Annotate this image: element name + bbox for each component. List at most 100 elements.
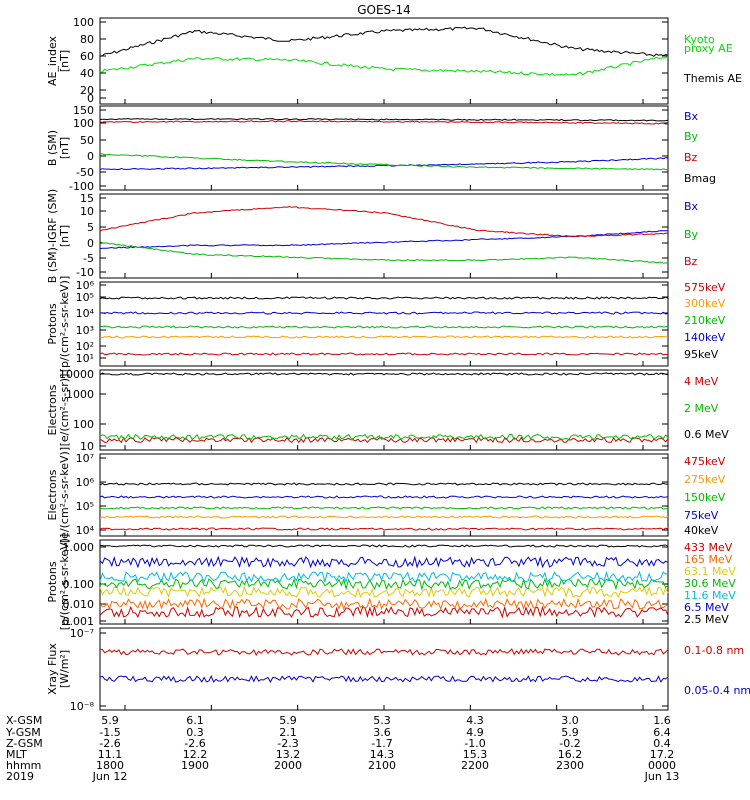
series-line-bx	[99, 230, 669, 250]
y-tick-label: 100	[73, 418, 94, 431]
y-tick-label: 10	[80, 205, 94, 218]
y-tick-label: 1000	[66, 388, 94, 401]
series-line-bz	[99, 120, 669, 125]
footer-cell: 1.6	[653, 714, 671, 727]
y-axis-label: [nT]	[58, 225, 71, 247]
y-axis-label: [e/(cm²-s-sr)]	[58, 374, 71, 447]
y-tick-label: 10	[80, 440, 94, 453]
series-line-11-6-mev	[99, 570, 669, 584]
series-line-6-5-mev	[99, 555, 669, 569]
series-line-433-mev	[99, 605, 669, 619]
y-axis-label: Xray Flux	[46, 643, 59, 695]
footer-cell: Jun 13	[644, 770, 680, 783]
series-line-kyoto-proxy-ae	[100, 55, 669, 76]
panel-electrons2: 10⁷ 10⁶ 10⁵ 10⁴ Electrons [e/(cm²-s-sr-keV)] 4…	[46, 447, 726, 543]
legend-entry: 4 MeV	[684, 375, 719, 388]
footer-cell: 1800	[96, 759, 124, 772]
footer-cell: 3.6	[373, 726, 391, 739]
footer-cell: 2000	[274, 759, 302, 772]
series-line-4-mev	[99, 436, 669, 444]
legend-entry: 30.6 MeV	[684, 577, 736, 590]
series-line-0-1-0-8-nm	[99, 648, 669, 657]
y-axis-label: [e/(cm²-s-sr-keV)]	[58, 447, 71, 543]
legend-entry: 275keV	[684, 473, 726, 486]
footer-row-label: MLT	[6, 748, 27, 761]
y-tick-label: -5	[83, 252, 94, 265]
series-line-by	[99, 241, 668, 264]
series-line-bmag	[99, 117, 669, 122]
footer-cell: 2200	[461, 759, 489, 772]
footer-row-label: hhmm	[6, 759, 41, 772]
legend-entry: Kyoto	[684, 33, 715, 46]
y-tick-label: 10⁷	[76, 452, 94, 465]
y-axis-label: Electrons	[46, 384, 59, 435]
series-line-2-mev	[99, 433, 669, 441]
footer-cell: 0.3	[186, 726, 204, 739]
y-tick-label: 15	[80, 192, 94, 205]
y-tick-label: 5	[87, 221, 94, 234]
y-tick-label: 40	[80, 67, 94, 80]
y-axis-label: B (SM)-IGRF (SM)	[46, 189, 59, 283]
legend-entry: 0.1-0.8 nm	[684, 644, 744, 657]
legend-entry: 300keV	[684, 297, 726, 310]
footer-cell: -1.5	[99, 726, 120, 739]
footer-cell: 12.2	[183, 748, 208, 761]
legend-entry: Themis AE	[683, 72, 742, 85]
series-line-bz	[99, 205, 669, 238]
y-tick-label: 0	[87, 92, 94, 105]
y-tick-label: 10⁻⁸	[70, 700, 95, 713]
footer-row-label: Z-GSM	[6, 737, 43, 750]
footer-cell: -1.0	[464, 737, 485, 750]
ephemeris-footer: X-GSMY-GSMZ-GSMMLThhmm20195.9-1.5-2.611.…	[5, 714, 679, 783]
series-line-210kev	[99, 325, 669, 329]
footer-cell: 4.9	[466, 726, 484, 739]
legend-entry: 210keV	[684, 314, 726, 327]
y-tick-label: 1.000	[63, 541, 95, 554]
footer-cell: 5.9	[101, 714, 119, 727]
footer-cell: 1900	[181, 759, 209, 772]
y-tick-label: -50	[76, 166, 94, 179]
y-tick-label: 10⁻⁷	[70, 627, 94, 640]
series-line-75kev	[99, 495, 669, 499]
footer-cell: 3.0	[561, 714, 579, 727]
y-tick-label: 20	[80, 84, 94, 97]
y-axis-label: [p/(cm²-s-sr-keV)]	[58, 534, 71, 631]
y-tick-label: 80	[80, 33, 94, 46]
y-tick-label: 150	[73, 104, 94, 117]
footer-cell: 5.9	[279, 714, 297, 727]
legend-entry: Bz	[684, 255, 698, 268]
y-tick-label: 10⁴	[76, 524, 95, 537]
series-line-475kev	[99, 527, 669, 531]
series-line-40kev	[99, 482, 669, 486]
series-line-2-5-mev	[99, 544, 669, 548]
series-line-0-05-0-4-nm	[99, 674, 669, 683]
y-tick-label: -10	[76, 266, 94, 279]
series-line-150kev	[99, 506, 669, 510]
panel-xray: 10⁻⁷ 10⁻⁸ Xray Flux [W/m²] 0.1-0.8 nm 0.05-0.…	[46, 627, 750, 713]
panel-protons2: 1.000 0.100 0.010 0.001 Protons [p/(cm²-s-sr-…	[46, 534, 736, 631]
legend-entry: 63.1 MeV	[684, 565, 736, 578]
footer-cell: 5.9	[561, 726, 579, 739]
y-axis-label: [p/(cm²-s-sr-keV)]	[58, 276, 71, 373]
footer-cell: 0000	[648, 759, 676, 772]
legend-entry: 75keV	[684, 509, 719, 522]
footer-cell: -2.6	[184, 737, 205, 750]
y-tick-label: 10⁵	[76, 291, 94, 304]
legend-entry: 11.6 MeV	[684, 589, 736, 602]
footer-cell: -2.6	[99, 737, 120, 750]
footer-cell: -2.3	[277, 737, 298, 750]
footer-cell: 2.1	[279, 726, 297, 739]
y-tick-label: 0.010	[63, 598, 95, 611]
y-tick-label: 100	[73, 117, 94, 130]
legend-entry: 40keV	[684, 524, 719, 537]
legend-entry: proxy AE	[684, 42, 733, 55]
y-tick-label: 0.100	[63, 578, 95, 591]
series-line-0-6-mev	[99, 372, 669, 376]
footer-cell: 15.3	[463, 748, 488, 761]
y-tick-label: 10⁶	[76, 279, 95, 292]
